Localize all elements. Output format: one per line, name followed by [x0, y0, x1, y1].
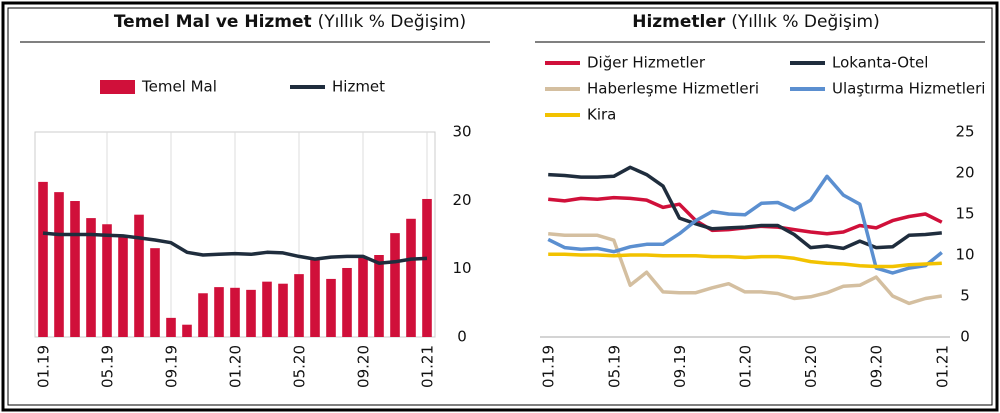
x-tick-label: 01.19: [35, 345, 53, 388]
title-main: Temel Mal ve Hizmet: [114, 12, 312, 32]
bar: [278, 283, 288, 337]
bar: [326, 278, 336, 337]
bar: [38, 181, 48, 337]
legend-label: Hizmet: [332, 78, 385, 96]
bar: [262, 281, 272, 337]
bar: [406, 218, 416, 337]
bar: [294, 274, 304, 337]
line: [42, 231, 428, 265]
title-main: Hizmetler: [632, 12, 726, 32]
legend-label: Kira: [587, 106, 616, 124]
chart-title: Hizmetler (Yıllık % Değişim): [632, 12, 880, 32]
bar: [182, 324, 192, 337]
y-tick-label: 0: [457, 328, 467, 346]
y-tick-label: 20: [452, 191, 471, 209]
x-tick-label: 05.20: [291, 345, 309, 388]
bar: [358, 257, 368, 337]
x-tick-label: 01.21: [933, 345, 951, 388]
line: [548, 252, 942, 269]
bar: [310, 257, 320, 337]
bar: [134, 214, 144, 337]
y-tick-label: 5: [960, 287, 970, 305]
bar: [54, 192, 64, 337]
legend-label: Haberleşme Hizmetleri: [587, 80, 759, 98]
bar: [70, 201, 80, 337]
bar: [86, 218, 96, 337]
y-tick-label: 20: [955, 164, 974, 182]
bar: [214, 287, 224, 337]
bar: [230, 287, 240, 337]
legend-label: Ulaştırma Hizmetleri: [832, 80, 985, 98]
y-tick-label: 15: [955, 205, 974, 223]
legend-swatch: [100, 80, 135, 94]
y-tick-label: 10: [452, 259, 471, 277]
x-tick-label: 05.20: [802, 345, 820, 388]
bar: [390, 233, 400, 337]
title-sub: (Yıllık % Değişim): [731, 12, 880, 32]
x-tick-label: 05.19: [605, 345, 623, 388]
x-tick-label: 01.20: [737, 345, 755, 388]
bar: [118, 235, 128, 337]
y-tick-label: 25: [955, 123, 974, 141]
bar: [150, 248, 160, 337]
y-tick-label: 30: [452, 123, 471, 141]
bar: [246, 289, 256, 337]
y-tick-label: 10: [955, 246, 974, 264]
x-tick-label: 01.19: [540, 345, 558, 388]
legend-label: Temel Mal: [141, 78, 217, 96]
x-tick-label: 09.20: [868, 345, 886, 388]
bar: [422, 198, 432, 337]
legend-label: Diğer Hizmetler: [587, 54, 706, 72]
legend-label: Lokanta-Otel: [832, 54, 928, 72]
x-tick-label: 09.20: [355, 345, 373, 388]
y-tick-label: 0: [960, 328, 970, 346]
line: [548, 165, 942, 251]
bar: [102, 224, 112, 337]
bar: [198, 293, 208, 337]
bar: [342, 267, 352, 337]
x-tick-label: 01.20: [227, 345, 245, 388]
x-tick-label: 09.19: [163, 345, 181, 388]
line: [548, 231, 943, 306]
bar: [374, 255, 384, 337]
chart-title: Temel Mal ve Hizmet (Yıllık % Değişim): [114, 12, 466, 32]
title-sub: (Yıllık % Değişim): [318, 12, 467, 32]
x-tick-label: 09.19: [671, 345, 689, 388]
x-tick-label: 05.19: [99, 345, 117, 388]
x-tick-label: 01.21: [419, 345, 437, 388]
frame-inner: [7, 7, 993, 406]
bar: [166, 317, 176, 337]
